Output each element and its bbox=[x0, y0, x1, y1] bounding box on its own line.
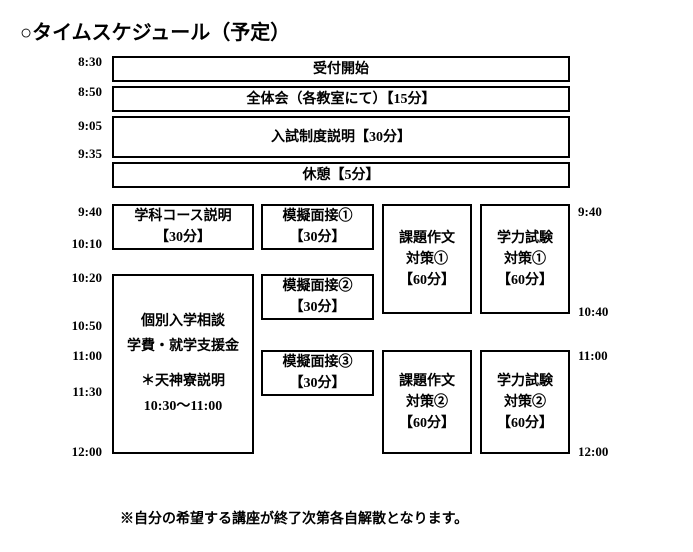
block-essay1-l2: 対策① bbox=[406, 249, 448, 270]
block-course-l2: 【30分】 bbox=[155, 227, 211, 248]
block-exam2-l2: 対策② bbox=[504, 392, 546, 413]
time-r-1100: 11:00 bbox=[578, 348, 608, 364]
block-consult-l2: 学費・就学支援金 bbox=[127, 334, 239, 359]
block-consult-l1: 個別入学相談 bbox=[141, 309, 225, 334]
block-mock3-l1: 模擬面接③ bbox=[283, 352, 353, 373]
row-entrance-label: 入試制度説明【30分】 bbox=[271, 127, 411, 148]
row-assembly-label: 全体会（各教室にて）【15分】 bbox=[247, 89, 436, 110]
time-1100: 11:00 bbox=[72, 348, 102, 364]
block-essay2-l3: 【60分】 bbox=[399, 413, 455, 434]
block-consult-l3: ＊天神寮説明 bbox=[141, 369, 225, 394]
block-essay1-l1: 課題作文 bbox=[399, 228, 455, 249]
block-mock3-l2: 【30分】 bbox=[290, 373, 346, 394]
block-course-l1: 学科コース説明 bbox=[134, 206, 231, 227]
block-exam1-l1: 学力試験 bbox=[497, 228, 553, 249]
block-mock1-l2: 【30分】 bbox=[290, 227, 346, 248]
block-exam2: 学力試験 対策② 【60分】 bbox=[480, 350, 570, 454]
block-exam1-l3: 【60分】 bbox=[497, 270, 553, 291]
block-essay2-l1: 課題作文 bbox=[399, 371, 455, 392]
row-break-label: 休憩【5分】 bbox=[303, 165, 380, 186]
time-r-1040: 10:40 bbox=[578, 304, 608, 320]
block-course: 学科コース説明 【30分】 bbox=[112, 204, 254, 250]
row-break: 休憩【5分】 bbox=[112, 162, 570, 188]
footnote: ※自分の希望する講座が終了次第各自解散となります。 bbox=[120, 508, 468, 528]
block-essay1: 課題作文 対策① 【60分】 bbox=[382, 204, 472, 314]
page-title: ○タイムスケジュール（予定） bbox=[20, 16, 290, 45]
time-1020: 10:20 bbox=[72, 270, 102, 286]
block-mock2-l1: 模擬面接② bbox=[283, 276, 353, 297]
row-assembly: 全体会（各教室にて）【15分】 bbox=[112, 86, 570, 112]
block-mock1-l1: 模擬面接① bbox=[283, 206, 353, 227]
block-exam1-l2: 対策① bbox=[504, 249, 546, 270]
time-0940: 9:40 bbox=[78, 204, 102, 220]
time-1050: 10:50 bbox=[72, 318, 102, 334]
block-exam2-l1: 学力試験 bbox=[497, 371, 553, 392]
time-1200: 12:00 bbox=[72, 444, 102, 460]
block-mock2-l2: 【30分】 bbox=[290, 297, 346, 318]
time-0905: 9:05 bbox=[78, 118, 102, 134]
block-mock3: 模擬面接③ 【30分】 bbox=[261, 350, 374, 396]
block-consult-l4: 10:30～11:00 bbox=[144, 394, 223, 419]
time-r-1200: 12:00 bbox=[578, 444, 608, 460]
block-mock1: 模擬面接① 【30分】 bbox=[261, 204, 374, 250]
block-essay2: 課題作文 対策② 【60分】 bbox=[382, 350, 472, 454]
row-reception: 受付開始 bbox=[112, 56, 570, 82]
time-1010: 10:10 bbox=[72, 236, 102, 252]
block-mock2: 模擬面接② 【30分】 bbox=[261, 274, 374, 320]
block-essay2-l2: 対策② bbox=[406, 392, 448, 413]
time-0850: 8:50 bbox=[78, 84, 102, 100]
time-r-0940: 9:40 bbox=[578, 204, 602, 220]
time-1130: 11:30 bbox=[72, 384, 102, 400]
time-0935: 9:35 bbox=[78, 146, 102, 162]
block-consult: 個別入学相談 学費・就学支援金 ＊天神寮説明 10:30～11:00 bbox=[112, 274, 254, 454]
row-entrance: 入試制度説明【30分】 bbox=[112, 116, 570, 158]
row-reception-label: 受付開始 bbox=[313, 59, 369, 80]
block-essay1-l3: 【60分】 bbox=[399, 270, 455, 291]
time-0830: 8:30 bbox=[78, 54, 102, 70]
block-exam2-l3: 【60分】 bbox=[497, 413, 553, 434]
block-exam1: 学力試験 対策① 【60分】 bbox=[480, 204, 570, 314]
